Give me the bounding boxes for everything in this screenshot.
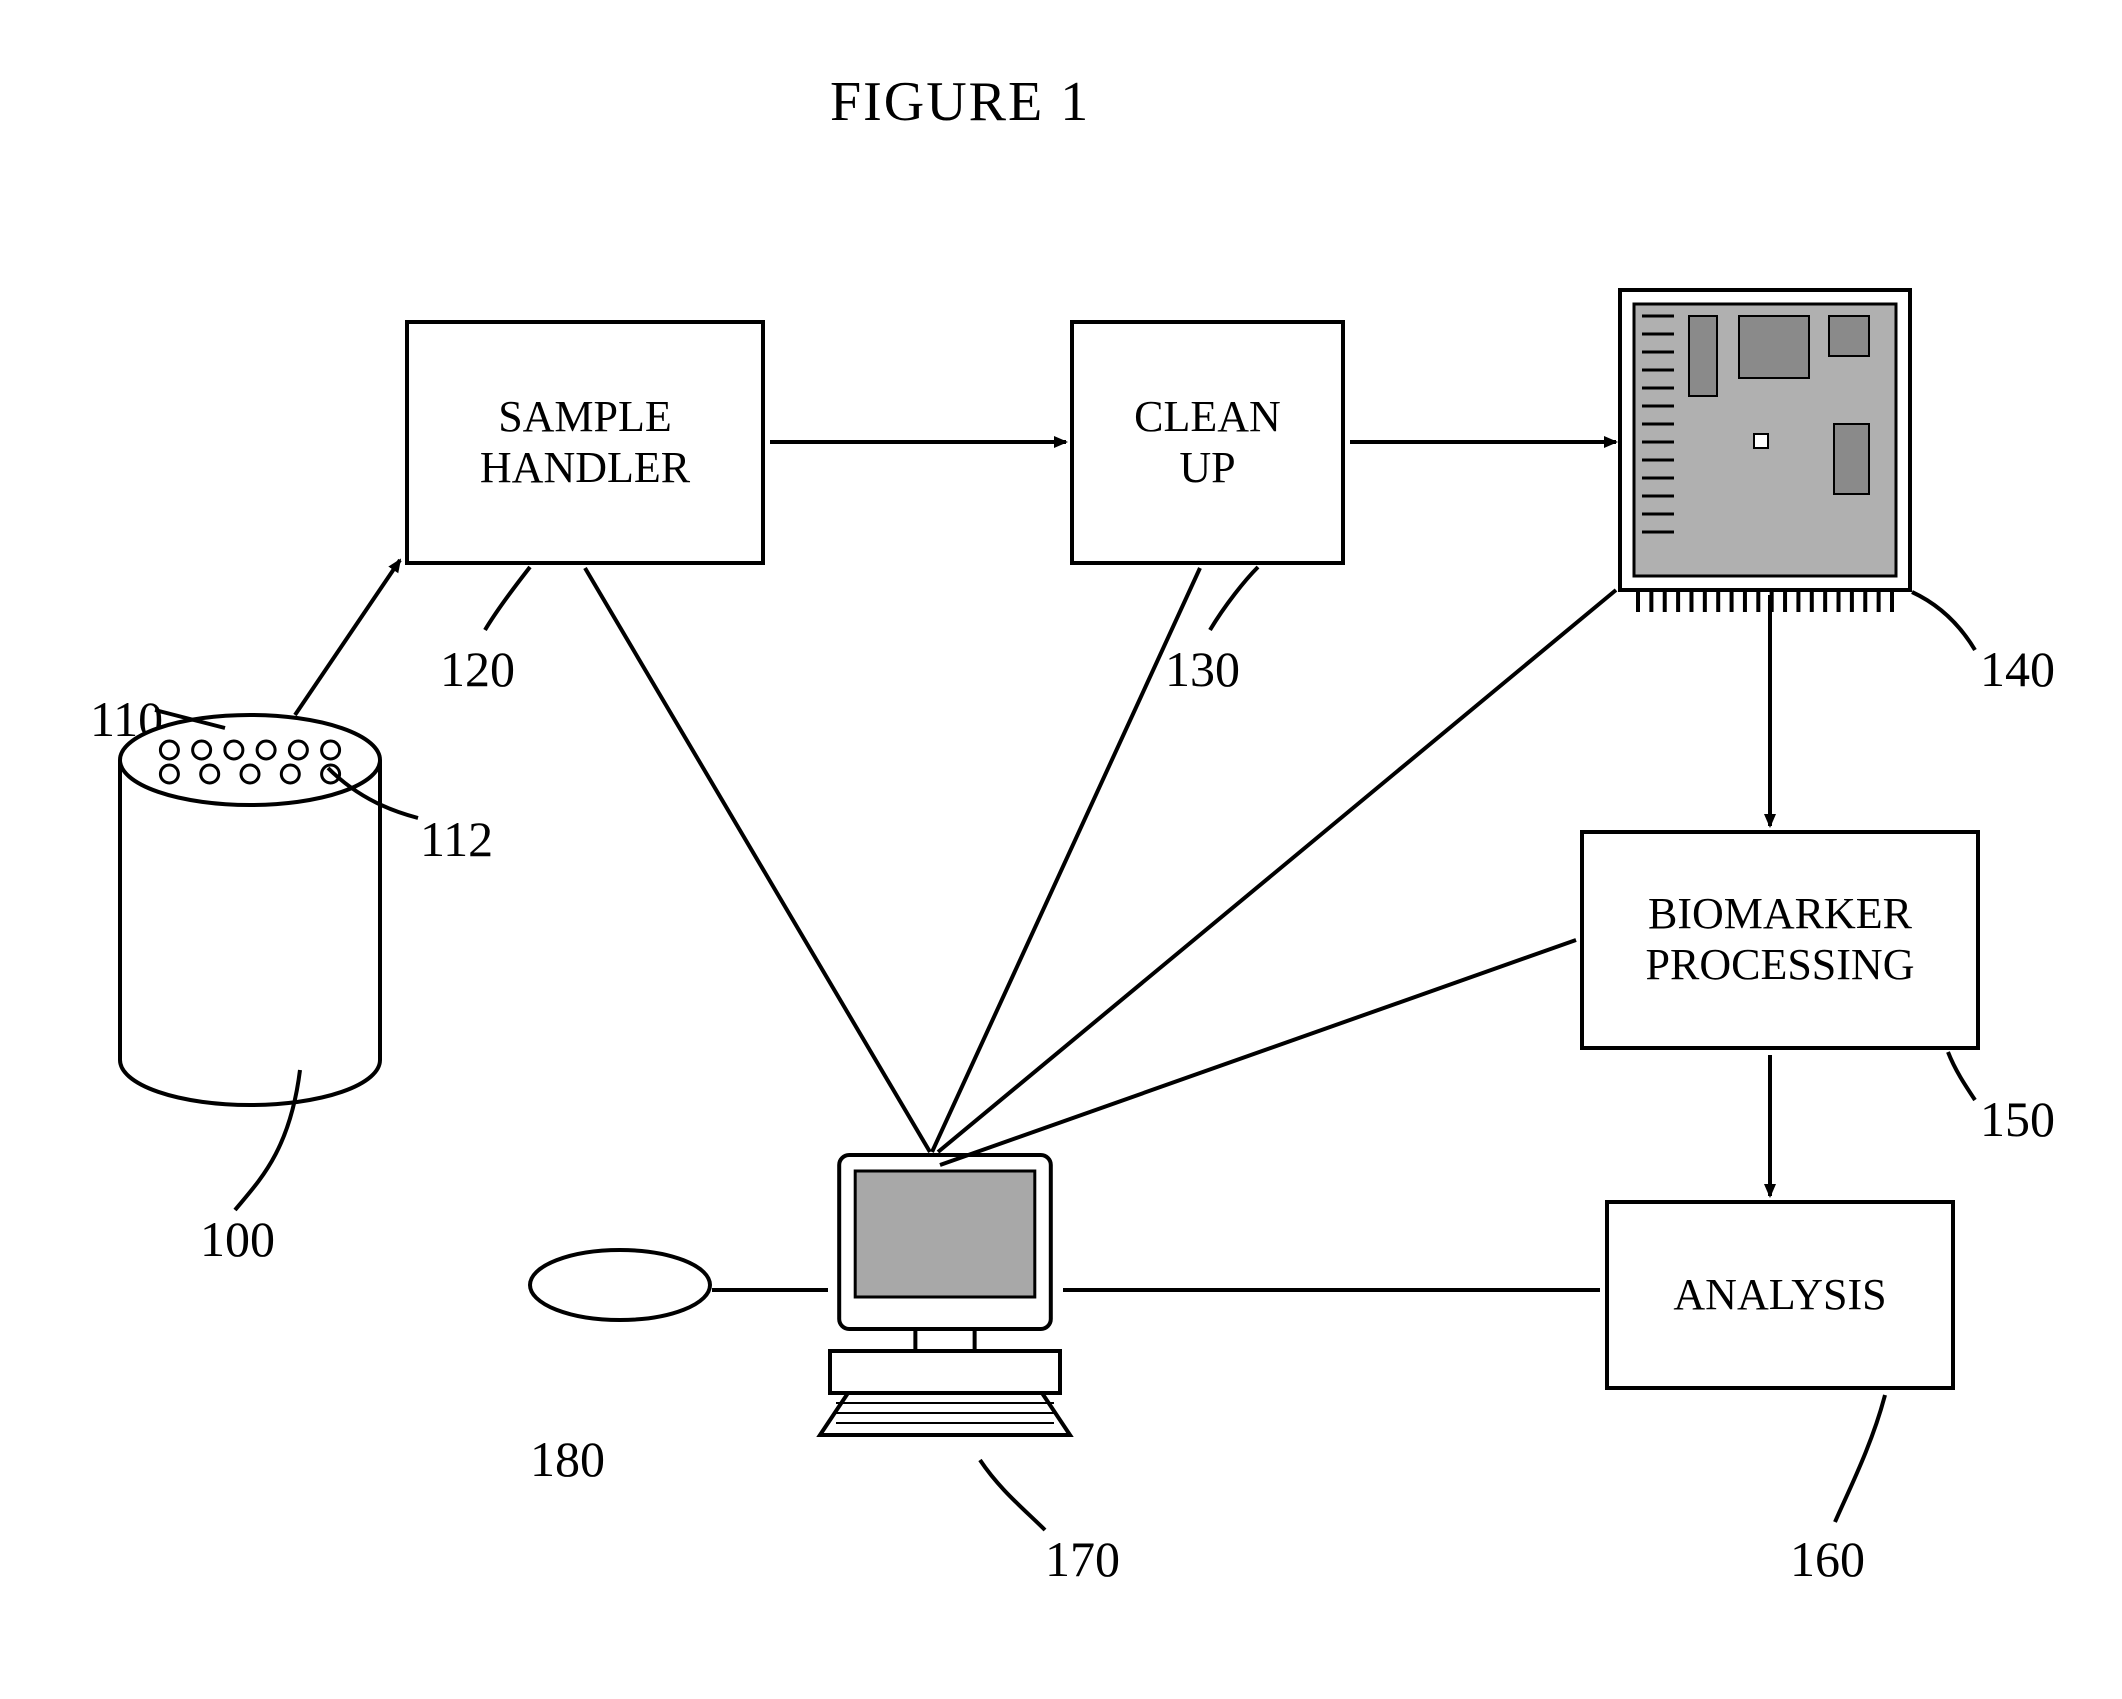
oval-180-icon (530, 1250, 710, 1320)
chip-icon (1620, 290, 1910, 612)
ref-label-110: 110 (90, 690, 163, 748)
ref-label-140: 140 (1980, 640, 2055, 698)
ref-label-120: 120 (440, 640, 515, 698)
ref-label-112: 112 (420, 810, 493, 868)
ref-label-150: 150 (1980, 1090, 2055, 1148)
node-biomarker-processing-label: BIOMARKERPROCESSING (1646, 889, 1915, 990)
figure-title: FIGURE 1 (830, 70, 1090, 134)
node-clean-up: CLEANUP (1070, 320, 1345, 565)
node-analysis-label: ANALYSIS (1673, 1270, 1886, 1321)
node-sample-handler-label: SAMPLEHANDLER (480, 392, 690, 493)
connector-lines (585, 568, 1616, 1290)
node-clean-up-label: CLEANUP (1134, 392, 1281, 493)
ref-label-130: 130 (1165, 640, 1240, 698)
node-biomarker-processing: BIOMARKERPROCESSING (1580, 830, 1980, 1050)
sample-container-icon (120, 715, 380, 1105)
ref-label-170: 170 (1045, 1530, 1120, 1588)
ref-label-160: 160 (1790, 1530, 1865, 1588)
ref-label-100: 100 (200, 1210, 275, 1268)
node-analysis: ANALYSIS (1605, 1200, 1955, 1390)
computer-icon (820, 1155, 1070, 1435)
node-sample-handler: SAMPLEHANDLER (405, 320, 765, 565)
ref-label-180: 180 (530, 1430, 605, 1488)
